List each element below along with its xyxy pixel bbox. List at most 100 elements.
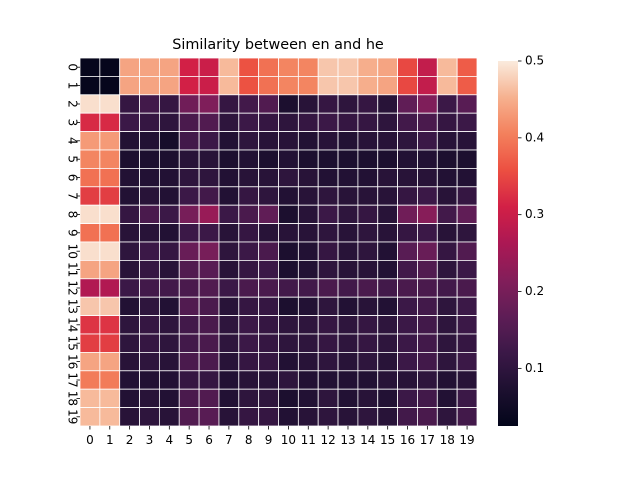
heatmap-cell-17-1 <box>99 370 121 390</box>
heatmap-cell-19-18 <box>436 407 458 427</box>
heatmap-cell-8-2 <box>119 204 140 224</box>
x-tick-label: 15 <box>380 433 395 447</box>
heatmap-cell-15-19 <box>456 333 478 353</box>
heatmap-cell-19-17 <box>417 407 438 427</box>
heatmap-cell-10-0 <box>79 241 101 261</box>
heatmap-cell-11-16 <box>397 259 418 280</box>
heatmap-cell-9-11 <box>297 223 319 243</box>
heatmap-cell-16-3 <box>139 351 160 372</box>
heatmap-cell-6-5 <box>178 167 200 188</box>
y-tick-label: 18 <box>66 391 80 406</box>
heatmap-cell-3-4 <box>158 112 180 132</box>
heatmap-cell-12-18 <box>436 278 458 298</box>
heatmap-cell-1-17 <box>417 76 438 96</box>
heatmap-cell-0-8 <box>238 57 260 77</box>
heatmap-cell-2-8 <box>238 94 260 114</box>
heatmap-cell-9-15 <box>377 223 399 243</box>
heatmap-cell-10-15 <box>377 241 399 261</box>
heatmap-cell-17-6 <box>198 370 220 390</box>
heatmap-cell-14-17 <box>417 315 438 335</box>
heatmap-cell-5-14 <box>357 149 379 169</box>
heatmap-cell-17-16 <box>397 370 418 390</box>
heatmap-cell-9-9 <box>258 223 279 243</box>
heatmap-cell-18-12 <box>317 388 339 409</box>
heatmap-cell-2-17 <box>417 94 438 114</box>
heatmap-cell-8-9 <box>258 204 279 224</box>
heatmap-cell-19-10 <box>278 407 299 427</box>
heatmap-cell-7-3 <box>139 186 160 206</box>
heatmap-cell-4-6 <box>198 131 220 151</box>
heatmap-cell-0-1 <box>99 57 121 77</box>
y-tick-label: 8 <box>66 211 80 219</box>
heatmap-cell-0-2 <box>119 57 140 77</box>
y-tick-label: 12 <box>66 280 80 295</box>
heatmap-cell-18-3 <box>139 388 160 409</box>
heatmap-cell-6-13 <box>337 167 359 188</box>
heatmap-cell-18-5 <box>178 388 200 409</box>
x-tick-label: 10 <box>281 433 296 447</box>
heatmap-cell-15-11 <box>297 333 319 353</box>
heatmap-cell-4-4 <box>158 131 180 151</box>
heatmap-cell-19-19 <box>456 407 478 427</box>
heatmap-cell-6-2 <box>119 167 140 188</box>
heatmap-cell-4-11 <box>297 131 319 151</box>
heatmap-cell-10-2 <box>119 241 140 261</box>
heatmap-cell-9-3 <box>139 223 160 243</box>
heatmap-cell-15-16 <box>397 333 418 353</box>
heatmap-cell-10-12 <box>317 241 339 261</box>
heatmap-cell-19-15 <box>377 407 399 427</box>
heatmap-cell-19-8 <box>238 407 260 427</box>
heatmap-cell-9-4 <box>158 223 180 243</box>
heatmap-cell-8-12 <box>317 204 339 224</box>
heatmap-cell-4-17 <box>417 131 438 151</box>
heatmap-cell-0-5 <box>178 57 200 77</box>
heatmap-cell-18-16 <box>397 388 418 409</box>
heatmap-cell-16-17 <box>417 351 438 372</box>
heatmap-cell-7-15 <box>377 186 399 206</box>
heatmap-cell-0-14 <box>357 57 379 77</box>
heatmap-cell-11-19 <box>456 259 478 280</box>
heatmap-cell-11-17 <box>417 259 438 280</box>
heatmap-cell-17-5 <box>178 370 200 390</box>
heatmap-cell-10-19 <box>456 241 478 261</box>
heatmap-cell-7-10 <box>278 186 299 206</box>
heatmap-cell-9-1 <box>99 223 121 243</box>
heatmap-cell-0-16 <box>397 57 418 77</box>
heatmap-cell-9-19 <box>456 223 478 243</box>
heatmap-cell-8-10 <box>278 204 299 224</box>
heatmap-cell-1-14 <box>357 76 379 96</box>
heatmap-cell-12-8 <box>238 278 260 298</box>
heatmap-cell-3-5 <box>178 112 200 132</box>
heatmap-cell-14-5 <box>178 315 200 335</box>
heatmap-cell-15-3 <box>139 333 160 353</box>
heatmap-cell-5-2 <box>119 149 140 169</box>
heatmap-cell-5-19 <box>456 149 478 169</box>
heatmap-cell-1-2 <box>119 76 140 96</box>
heatmap-cell-10-3 <box>139 241 160 261</box>
heatmap-cell-6-1 <box>99 167 121 188</box>
heatmap-cell-9-13 <box>337 223 359 243</box>
heatmap-cell-18-1 <box>99 388 121 409</box>
heatmap-cell-8-5 <box>178 204 200 224</box>
heatmap-cell-15-7 <box>218 333 240 353</box>
heatmap-cell-7-9 <box>258 186 279 206</box>
heatmap-cell-7-0 <box>79 186 101 206</box>
heatmap-cell-19-1 <box>99 407 121 427</box>
x-tick-label: 4 <box>166 433 174 447</box>
heatmap-cell-11-2 <box>119 259 140 280</box>
heatmap-cell-3-2 <box>119 112 140 132</box>
heatmap-cell-10-11 <box>297 241 319 261</box>
heatmap-cell-7-5 <box>178 186 200 206</box>
heatmap-cell-5-0 <box>79 149 101 169</box>
heatmap-cell-19-14 <box>357 407 379 427</box>
y-tick-label: 9 <box>66 229 80 237</box>
heatmap-cell-11-5 <box>178 259 200 280</box>
heatmap-cell-14-15 <box>377 315 399 335</box>
heatmap-cell-2-19 <box>456 94 478 114</box>
heatmap-cell-8-1 <box>99 204 121 224</box>
heatmap-cell-2-11 <box>297 94 319 114</box>
heatmap-cell-11-8 <box>238 259 260 280</box>
heatmap-cell-15-17 <box>417 333 438 353</box>
heatmap-cell-13-7 <box>218 296 240 317</box>
heatmap-cell-9-7 <box>218 223 240 243</box>
